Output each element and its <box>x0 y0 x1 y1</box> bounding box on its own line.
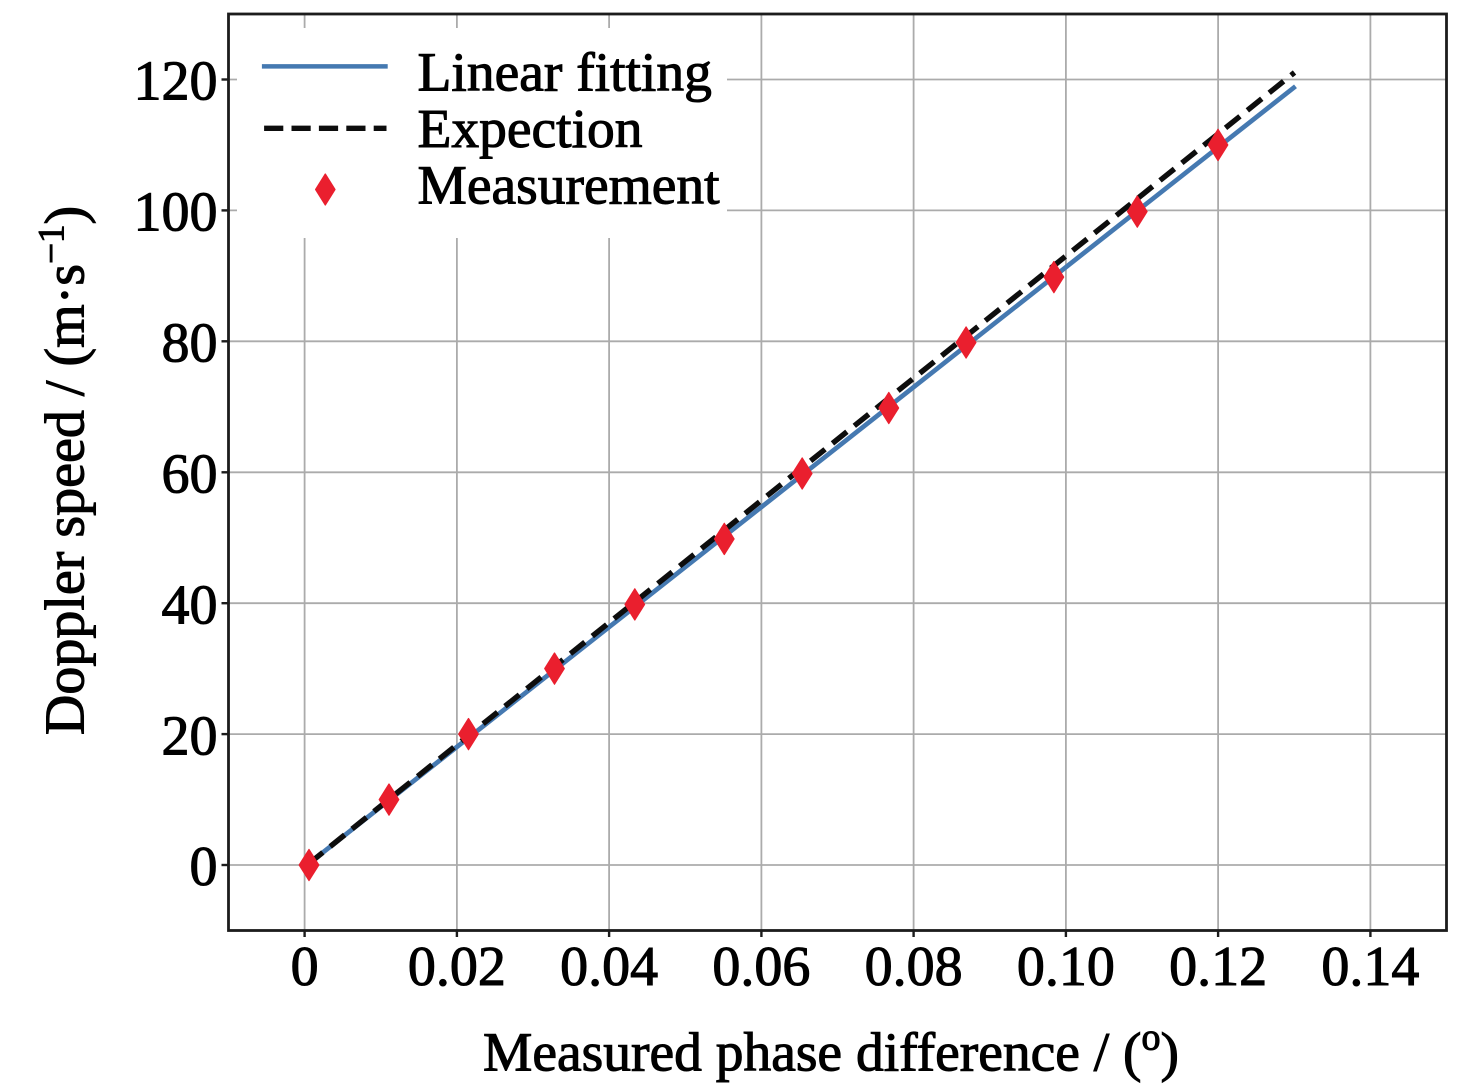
svg-text:0: 0 <box>190 836 218 898</box>
svg-text:20: 20 <box>162 705 218 767</box>
svg-text:0.14: 0.14 <box>1321 936 1419 998</box>
svg-text:Expection: Expection <box>418 99 643 160</box>
svg-text:80: 80 <box>162 313 218 375</box>
svg-text:60: 60 <box>162 444 218 506</box>
svg-text:Doppler speed / (m·s−1): Doppler speed / (m·s−1) <box>32 206 97 735</box>
svg-text:0.04: 0.04 <box>560 936 658 998</box>
svg-text:Measured phase difference / (o: Measured phase difference / (o) <box>483 1016 1179 1083</box>
svg-text:0.02: 0.02 <box>408 936 506 998</box>
svg-text:40: 40 <box>162 574 218 636</box>
svg-text:0.12: 0.12 <box>1169 936 1267 998</box>
svg-text:Linear fitting: Linear fitting <box>418 42 712 103</box>
svg-text:0.10: 0.10 <box>1017 936 1115 998</box>
svg-text:0: 0 <box>291 936 319 998</box>
svg-text:120: 120 <box>134 51 218 113</box>
svg-text:100: 100 <box>134 182 218 244</box>
svg-text:Measurement: Measurement <box>418 156 721 217</box>
svg-text:0.06: 0.06 <box>712 936 810 998</box>
svg-text:0.08: 0.08 <box>865 936 963 998</box>
